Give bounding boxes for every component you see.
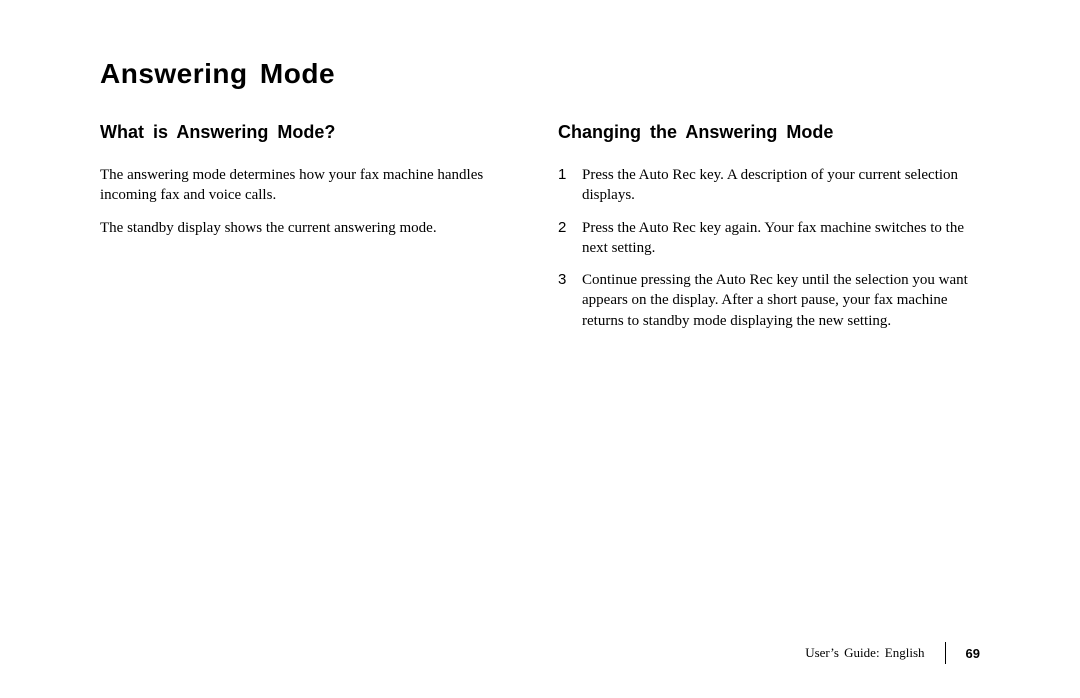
- page-footer: User’s Guide: English 69: [805, 642, 980, 664]
- left-section-heading: What is Answering Mode?: [100, 122, 522, 143]
- footer-separator: [945, 642, 946, 664]
- step-text: Press the Auto Rec key again. Your fax m…: [582, 218, 980, 259]
- step-number: 1: [558, 165, 572, 206]
- footer-page-number: 69: [966, 646, 980, 661]
- step-number: 3: [558, 270, 572, 331]
- left-column: What is Answering Mode? The answering mo…: [100, 122, 522, 343]
- step-item: 1 Press the Auto Rec key. A description …: [558, 165, 980, 206]
- two-column-layout: What is Answering Mode? The answering mo…: [100, 122, 980, 343]
- step-item: 3 Continue pressing the Auto Rec key unt…: [558, 270, 980, 331]
- left-paragraph: The standby display shows the current an…: [100, 218, 522, 238]
- right-column: Changing the Answering Mode 1 Press the …: [558, 122, 980, 343]
- step-item: 2 Press the Auto Rec key again. Your fax…: [558, 218, 980, 259]
- document-page: Answering Mode What is Answering Mode? T…: [0, 0, 1080, 698]
- right-section-heading: Changing the Answering Mode: [558, 122, 980, 143]
- steps-list: 1 Press the Auto Rec key. A description …: [558, 165, 980, 331]
- page-title: Answering Mode: [100, 58, 980, 90]
- footer-guide-label: User’s Guide: English: [805, 645, 924, 661]
- step-text: Continue pressing the Auto Rec key until…: [582, 270, 980, 331]
- left-paragraph: The answering mode determines how your f…: [100, 165, 522, 206]
- step-number: 2: [558, 218, 572, 259]
- step-text: Press the Auto Rec key. A description of…: [582, 165, 980, 206]
